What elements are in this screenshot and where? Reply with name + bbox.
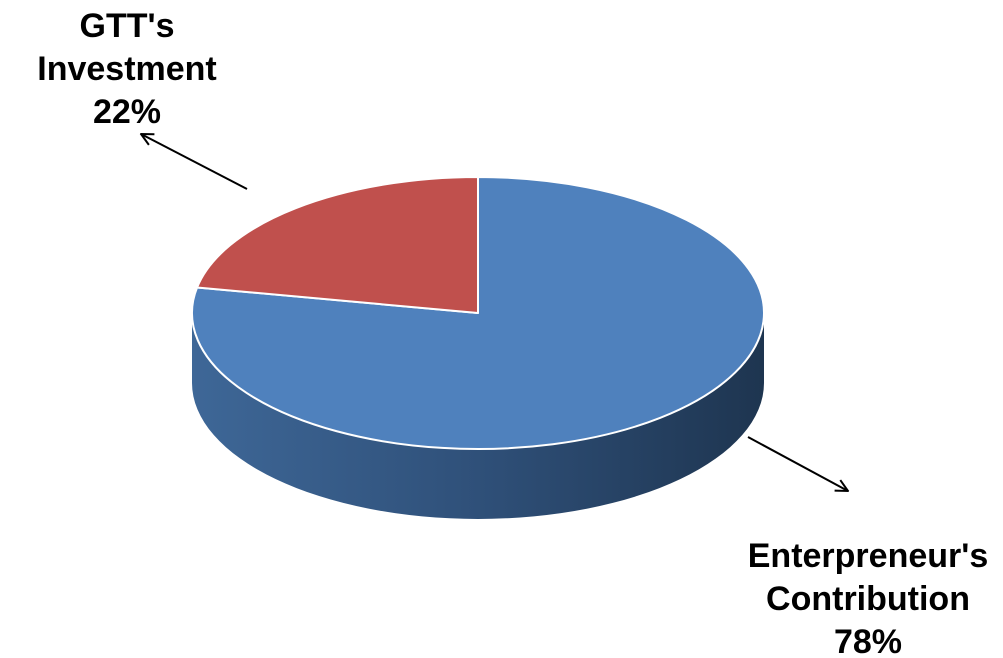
gtt-label-line-1: GTT's <box>80 7 175 45</box>
enterpreneur-leader-arrow <box>747 436 848 491</box>
gtt-label-line-2: Investment <box>37 50 217 88</box>
pie-slice-side-enterpreneur <box>192 313 764 519</box>
enterpreneur-label-line-2: Contribution <box>766 580 970 618</box>
pie-sides <box>192 313 764 519</box>
enterpreneur-label-line-1: Enterpreneur's <box>748 537 989 575</box>
pie-tops <box>191 176 765 450</box>
gtt-percent-label: 22% <box>93 93 161 131</box>
enterpreneur-percent-label: 78% <box>834 623 902 658</box>
pie-slice-gtt <box>196 176 479 314</box>
gtt-leader-arrow <box>141 134 248 190</box>
